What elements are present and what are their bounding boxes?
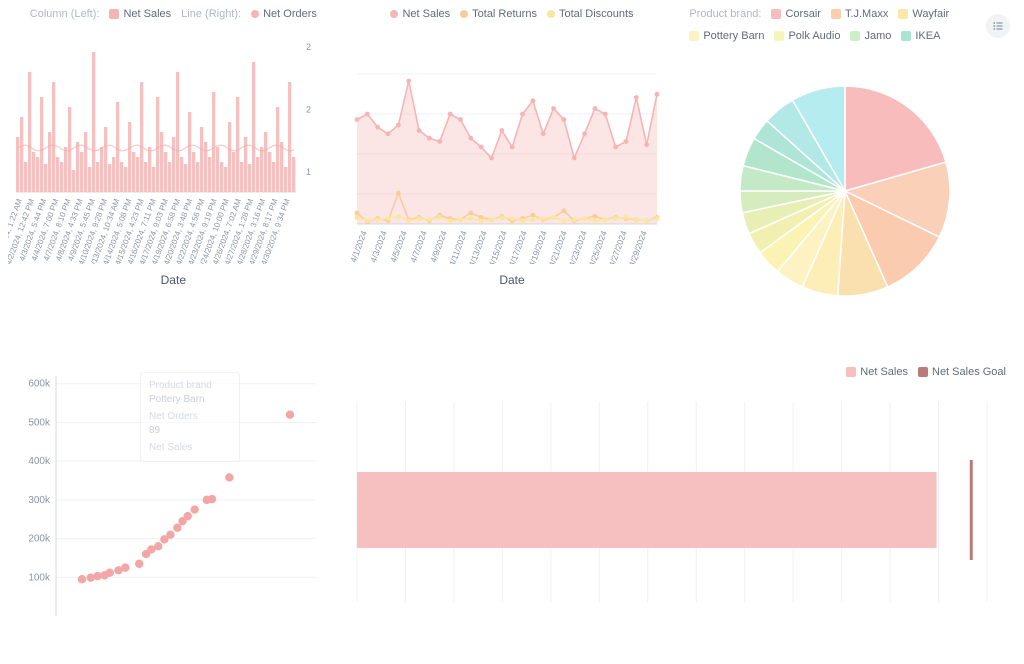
svg-text:2: 2 <box>306 105 311 115</box>
svg-text:4/17/2024: 4/17/2024 <box>506 229 528 264</box>
svg-text:400k: 400k <box>28 456 51 467</box>
svg-text:200k: 200k <box>28 534 51 545</box>
svg-text:600k: 600k <box>28 379 51 390</box>
svg-text:4/27/2024: 4/27/2024 <box>606 229 628 264</box>
svg-text:4/13/2024: 4/13/2024 <box>466 229 488 264</box>
svg-text:2: 2 <box>306 42 311 52</box>
panel-goal-bar: Net SalesNet Sales Goal <box>347 366 1016 656</box>
svg-text:4/21/2024: 4/21/2024 <box>546 229 568 264</box>
panel3-legend: Product brand:CorsairT.J.MaxxWayfairPott… <box>685 8 1016 42</box>
svg-text:4/19/2024: 4/19/2024 <box>526 229 548 264</box>
svg-text:4/25/2024: 4/25/2024 <box>586 229 608 264</box>
legend-col-prefix: Column (Left): <box>30 8 100 20</box>
panel5-legend: Net SalesNet Sales Goal <box>347 366 1016 378</box>
panel2-axis-title: Date <box>347 273 678 287</box>
svg-text:4/7/2024: 4/7/2024 <box>408 229 429 264</box>
svg-text:4/9/2024: 4/9/2024 <box>428 229 449 264</box>
goal-bar-chart <box>347 382 1007 632</box>
panel-pie-chart: Product brand:CorsairT.J.MaxxWayfairPott… <box>685 8 1016 358</box>
area-chart: 4/1/20244/3/20244/5/20244/7/20244/9/2024… <box>347 24 667 264</box>
svg-text:4/29/2024: 4/29/2024 <box>626 229 648 264</box>
panel1-axis-title: Date <box>8 273 339 287</box>
legend-toggle-icon[interactable] <box>986 14 1010 38</box>
svg-text:300k: 300k <box>28 495 51 506</box>
svg-text:100k: 100k <box>28 572 51 583</box>
svg-text:4/3/2024: 4/3/2024 <box>368 229 389 264</box>
panel-scatter: Product brand Pottery Barn Net Orders 89… <box>8 366 339 656</box>
legend-line-prefix: Line (Right): <box>181 8 241 20</box>
svg-text:1: 1 <box>306 167 311 177</box>
panel-net-sales-orders: Column (Left): Net Sales Line (Right): N… <box>8 8 339 358</box>
panel1-legend: Column (Left): Net Sales Line (Right): N… <box>8 8 339 20</box>
svg-text:4/5/2024: 4/5/2024 <box>388 229 409 264</box>
svg-text:4/1/2024: 4/1/2024 <box>348 229 369 264</box>
svg-text:4/23/2024: 4/23/2024 <box>566 229 588 264</box>
pie-chart <box>685 46 1005 296</box>
combo-chart: 1224/1/2024, 1:22 AM4/2/2024, 12:42 PM4/… <box>8 24 328 264</box>
svg-text:4/11/2024: 4/11/2024 <box>446 229 468 264</box>
panel2-legend: Net SalesTotal ReturnsTotal Discounts <box>347 8 678 20</box>
svg-text:500k: 500k <box>28 417 51 428</box>
scatter-tooltip: Product brand Pottery Barn Net Orders 89… <box>140 372 240 462</box>
panel-area-chart: Net SalesTotal ReturnsTotal Discounts 4/… <box>347 8 678 358</box>
svg-text:4/15/2024: 4/15/2024 <box>486 229 508 264</box>
